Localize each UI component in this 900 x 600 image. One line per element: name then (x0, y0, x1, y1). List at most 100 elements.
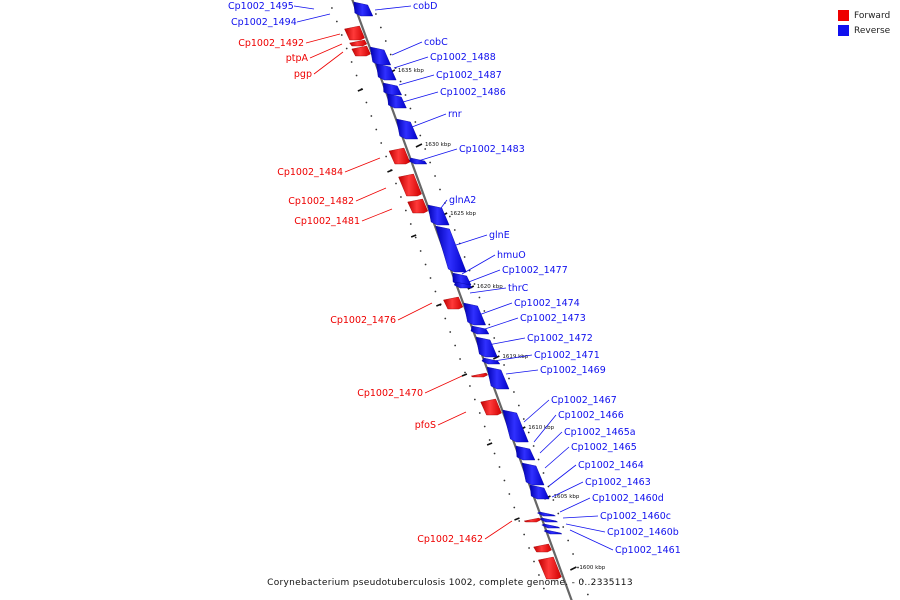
gene-label-reverse: glnE (489, 230, 510, 241)
gene-label-reverse: glnA2 (449, 195, 476, 206)
leader-line (469, 287, 507, 294)
forward-gene-feature (480, 398, 502, 416)
leader-line (562, 515, 599, 519)
backbone-dot (409, 223, 412, 225)
backbone-dot (384, 40, 387, 42)
backbone-dot (523, 533, 526, 536)
leader-line (296, 13, 331, 23)
backbone-dot (375, 13, 377, 15)
backbone-dot (538, 574, 540, 576)
gene-label-reverse: Cp1002_1473 (520, 313, 586, 324)
gene-label-reverse: Cp1002_1467 (551, 395, 617, 406)
backbone-dot (414, 121, 417, 123)
gene-label-reverse: Cp1002_1460b (607, 527, 679, 538)
backbone-dot (522, 418, 525, 420)
leader-line (417, 148, 458, 162)
backbone-dot (454, 344, 457, 347)
gene-label-forward: Cp1002_1476 (330, 315, 396, 326)
backbone-dot (473, 398, 476, 401)
backbone-dot (518, 520, 521, 522)
reverse-gene-feature (470, 325, 490, 335)
gene-label-reverse: Cp1002_1465 (571, 442, 637, 453)
backbone-dot (453, 229, 456, 231)
gene-label-forward: Cp1002_1482 (288, 196, 354, 207)
backbone-dot (542, 472, 545, 474)
backbone-dot (508, 377, 510, 380)
gene-label-reverse: thrC (508, 283, 529, 294)
leader-line (437, 411, 467, 426)
leader-line (461, 254, 496, 275)
gene-features (344, 1, 563, 580)
backbone-dot (400, 196, 402, 198)
leader-line (465, 269, 501, 284)
tick-label: 1625 kbp (450, 211, 476, 217)
backbone-dot (537, 458, 540, 461)
leader-line (544, 446, 570, 469)
legend: Forward Reverse (838, 8, 898, 38)
leader-line (505, 369, 539, 375)
backbone-dot (567, 539, 570, 542)
tick-mark (492, 355, 500, 360)
feature-dash (387, 169, 393, 173)
backbone-dot (389, 53, 392, 56)
reverse-gene-feature (396, 118, 419, 140)
backbone-dot (493, 337, 496, 339)
leader-line (393, 56, 429, 69)
backbone-dot (429, 161, 432, 164)
tick-label: 1610 kbp (528, 425, 554, 431)
backbone-dot (532, 445, 535, 447)
backbone-dot (478, 296, 481, 299)
tick-mark (415, 143, 423, 148)
feature-dash (410, 234, 417, 238)
leader-line (533, 414, 557, 443)
feature-dash (514, 517, 520, 521)
backbone-dot (508, 493, 511, 495)
backbone-dot (557, 512, 560, 515)
gene-label-reverse: Cp1002_1469 (540, 365, 606, 376)
gene-label-reverse: Cp1002_1466 (558, 410, 624, 421)
gene-label-reverse: hmuO (497, 250, 526, 261)
forward-gene-feature (344, 25, 365, 41)
backbone-dot (434, 290, 437, 293)
reverse-gene-feature (521, 462, 545, 486)
backbone-dot (547, 485, 550, 488)
leader-line (548, 464, 577, 487)
gene-label-reverse: Cp1002_1465a (564, 427, 636, 438)
leader-line (487, 337, 526, 346)
reverse-gene-feature (536, 511, 557, 517)
forward-gene-feature (398, 173, 422, 197)
leader-line (402, 91, 439, 103)
legend-forward: Forward (838, 8, 898, 23)
backbone-dot (478, 412, 481, 414)
reverse-gene-feature (481, 357, 501, 365)
gene-label-reverse: Cp1002_1483 (459, 144, 525, 155)
legend-forward-label: Forward (854, 10, 891, 21)
leader-line (484, 520, 513, 540)
gene-label-reverse: Cp1002_1474 (514, 298, 580, 309)
leader-line (344, 157, 381, 173)
backbone-dot (586, 593, 589, 596)
backbone-dot (370, 115, 373, 117)
backbone-dot (350, 61, 353, 63)
backbone-dot (355, 74, 358, 77)
leader-line (391, 41, 423, 56)
leader-line (569, 529, 614, 551)
reverse-gene-feature (543, 529, 563, 535)
backbone-dot (498, 466, 501, 468)
forward-swatch (838, 10, 849, 21)
gene-labels: Cp1002_1495 cobD Cp1002_1494 cobC Cp1002_148… (228, 1, 681, 556)
tick-label: 1620 kbp (477, 284, 503, 290)
gene-label-forward: Cp1002_1492 (238, 38, 304, 49)
gene-label-reverse: Cp1002_1471 (534, 350, 600, 361)
leader-line (559, 497, 591, 513)
gene-label-forward: pfoS (415, 420, 436, 431)
leader-line (398, 74, 435, 86)
gene-label-forward: pgp (294, 69, 312, 80)
forward-gene-feature (470, 372, 488, 378)
leader-line (305, 33, 341, 44)
gene-label-forward: ptpA (286, 53, 309, 64)
gene-label-reverse: Cp1002_1486 (440, 87, 506, 98)
backbone-dot (542, 587, 545, 590)
backbone-dot (463, 256, 466, 258)
